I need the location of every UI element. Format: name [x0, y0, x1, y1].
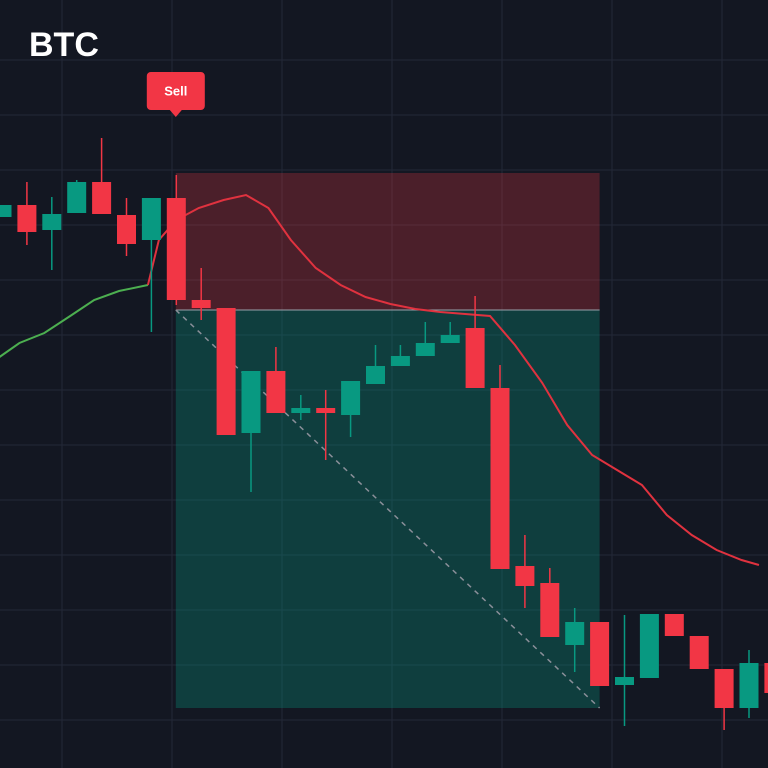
candle-body — [366, 366, 385, 384]
candle-body — [92, 182, 112, 214]
candle-body — [590, 622, 610, 686]
badge-shape — [146, 72, 205, 117]
candle-body — [615, 677, 634, 685]
candle-body — [565, 622, 585, 645]
candle-body — [191, 300, 211, 308]
candle-body — [141, 198, 161, 240]
ma-line — [146, 193, 760, 566]
ma-line — [0, 284, 149, 358]
candle-body — [42, 214, 62, 230]
candle-body — [440, 335, 460, 343]
candle-body — [764, 663, 768, 693]
candle-body — [216, 308, 236, 435]
candle-body — [515, 566, 535, 586]
moving-averages — [0, 193, 760, 566]
candle-body — [67, 182, 87, 213]
candle-body — [291, 408, 311, 413]
candle-body — [739, 663, 759, 708]
sell-badge: Sell — [146, 72, 205, 117]
candle-body — [390, 356, 410, 366]
chart-title: BTC — [29, 26, 99, 64]
candle-body — [266, 371, 286, 413]
candle-body — [341, 381, 361, 415]
candle-body — [117, 215, 136, 244]
stop-zone — [175, 173, 600, 310]
candle-body — [540, 583, 560, 637]
candle-body — [17, 205, 37, 232]
position-zones — [175, 173, 601, 709]
candle-body — [166, 198, 186, 300]
candle-body — [689, 636, 709, 669]
candle-body — [714, 669, 734, 708]
candle-body — [316, 408, 336, 413]
badge-label: Sell — [164, 83, 187, 98]
candle-body — [0, 205, 12, 217]
candle-body — [490, 388, 510, 569]
candles — [0, 138, 768, 730]
candle-body — [415, 343, 435, 356]
candle-body — [664, 614, 684, 636]
trade-path — [175, 309, 601, 709]
candle-body — [465, 328, 485, 388]
candle-body — [639, 614, 659, 678]
candle-body — [241, 371, 261, 433]
